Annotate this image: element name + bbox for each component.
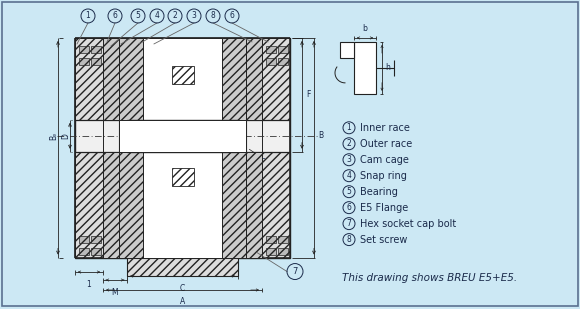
Bar	[143, 152, 222, 258]
Bar	[75, 38, 103, 120]
Bar	[79, 248, 89, 255]
Bar	[119, 120, 246, 152]
Text: A: A	[180, 298, 185, 307]
Text: 2: 2	[347, 139, 351, 148]
Bar	[127, 258, 238, 276]
Bar	[79, 58, 89, 65]
Text: 5: 5	[136, 11, 140, 20]
Text: b: b	[362, 24, 368, 33]
Text: L: L	[260, 152, 264, 161]
Bar	[91, 248, 101, 255]
Bar	[172, 168, 194, 186]
Bar	[278, 248, 288, 255]
Text: h: h	[385, 63, 390, 72]
Text: 8: 8	[211, 11, 215, 20]
Bar	[119, 38, 246, 120]
Bar	[75, 152, 103, 258]
Bar	[262, 152, 290, 258]
Bar	[278, 58, 288, 65]
Bar	[103, 38, 119, 120]
Text: Set screw: Set screw	[360, 235, 407, 245]
Text: This drawing shows BREU E5+E5.: This drawing shows BREU E5+E5.	[342, 273, 517, 282]
Bar	[278, 46, 288, 53]
Text: 7: 7	[292, 267, 298, 276]
Text: C: C	[180, 284, 185, 293]
Bar	[91, 235, 101, 243]
Bar	[103, 152, 119, 258]
Text: E5 Flange: E5 Flange	[360, 203, 408, 213]
Text: 6: 6	[230, 11, 234, 20]
Bar	[127, 120, 238, 152]
Bar	[266, 46, 276, 53]
Bar	[266, 248, 276, 255]
Bar	[262, 38, 290, 120]
Text: Outer race: Outer race	[360, 139, 412, 149]
Text: Bₑ: Bₑ	[49, 132, 59, 140]
Text: Inner race: Inner race	[360, 123, 410, 133]
Text: 3: 3	[347, 155, 351, 164]
Text: 1: 1	[86, 11, 90, 20]
Text: 6: 6	[347, 203, 351, 212]
Text: 2: 2	[173, 11, 177, 20]
Text: Bearing: Bearing	[360, 187, 398, 197]
Bar	[91, 58, 101, 65]
Bar	[354, 42, 376, 94]
Bar	[172, 66, 194, 84]
Bar	[91, 46, 101, 53]
Bar	[75, 38, 290, 258]
Text: 5: 5	[347, 187, 351, 196]
Bar	[79, 235, 89, 243]
Text: Snap ring: Snap ring	[360, 171, 407, 181]
Bar	[266, 235, 276, 243]
Bar	[340, 42, 354, 58]
Text: F: F	[306, 90, 310, 99]
Text: M: M	[112, 287, 118, 297]
Text: Cam cage: Cam cage	[360, 155, 409, 165]
Bar	[119, 152, 246, 258]
Text: 4: 4	[347, 171, 351, 180]
Bar	[278, 235, 288, 243]
Bar	[246, 152, 262, 258]
Text: B: B	[318, 131, 323, 140]
Text: Hex socket cap bolt: Hex socket cap bolt	[360, 218, 456, 229]
Text: 1: 1	[86, 280, 92, 289]
Bar	[266, 58, 276, 65]
Text: 6: 6	[113, 11, 117, 20]
Text: 4: 4	[154, 11, 160, 20]
Text: 3: 3	[191, 11, 197, 20]
Bar	[246, 38, 262, 120]
Bar	[143, 38, 222, 120]
Bar	[79, 46, 89, 53]
Text: 1: 1	[347, 123, 351, 132]
Text: 7: 7	[347, 219, 351, 228]
Text: D: D	[61, 133, 71, 139]
Text: 8: 8	[347, 235, 351, 244]
